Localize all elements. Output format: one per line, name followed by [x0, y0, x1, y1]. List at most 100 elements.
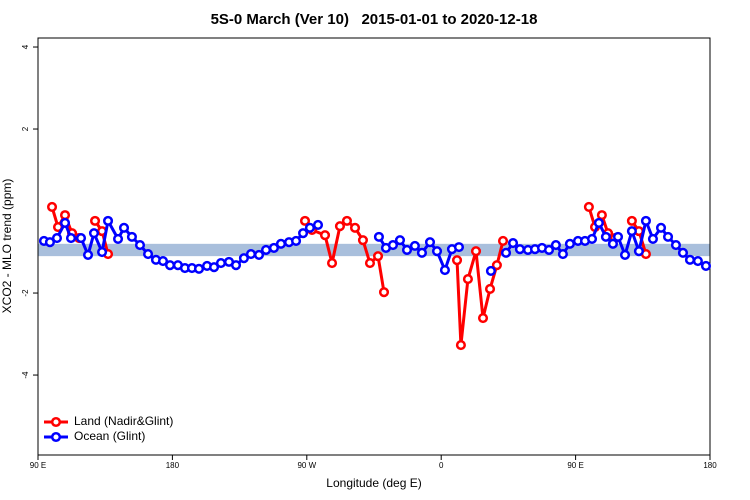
x-tick-label: 180 — [703, 461, 717, 470]
data-point — [640, 215, 651, 226]
data-point — [46, 201, 58, 212]
data-point — [593, 217, 604, 228]
data-point — [373, 231, 384, 242]
series-line — [303, 219, 386, 293]
data-point — [514, 244, 525, 255]
data-point — [157, 256, 169, 267]
data-point — [215, 258, 226, 269]
data-point — [59, 217, 71, 228]
data-point — [550, 240, 561, 251]
data-point — [44, 237, 55, 248]
data-point — [626, 226, 637, 237]
data-point — [626, 215, 637, 226]
data-point — [82, 249, 94, 260]
data-point — [102, 215, 114, 226]
data-point — [431, 246, 443, 257]
y-tick-label: -2 — [21, 289, 30, 297]
plot-frame — [37, 37, 711, 456]
series-line — [455, 240, 505, 347]
data-point — [97, 246, 108, 258]
legend-label: Land (Nadir&Glint) — [74, 414, 173, 428]
x-tick-label: 180 — [166, 461, 180, 470]
data-point — [304, 222, 315, 233]
data-point — [387, 240, 399, 251]
y-tick-label: 4 — [21, 44, 30, 49]
legend-marker — [50, 431, 62, 443]
data-point — [564, 238, 575, 249]
data-point — [59, 210, 71, 221]
data-point — [700, 260, 712, 272]
chart-title: 5S-0 March (Ver 10) 2015-01-01 to 2020-1… — [211, 11, 538, 28]
data-point — [451, 255, 463, 266]
data-point — [118, 222, 130, 233]
data-point — [484, 283, 496, 294]
data-point — [88, 228, 100, 239]
data-point — [455, 340, 466, 351]
data-point — [557, 249, 568, 260]
data-point — [268, 242, 279, 253]
data-point — [357, 235, 368, 246]
data-point — [485, 265, 496, 276]
data-point — [290, 235, 302, 247]
data-point — [424, 237, 436, 248]
data-point — [334, 221, 346, 232]
legend-marker — [50, 416, 62, 428]
data-point — [600, 231, 611, 242]
data-point — [497, 235, 509, 247]
data-point — [326, 258, 338, 269]
data-point — [607, 238, 618, 249]
legend-label: Ocean (Glint) — [74, 429, 145, 443]
data-point — [319, 230, 331, 241]
data-point — [51, 233, 63, 244]
data-point — [409, 240, 420, 251]
data-point — [670, 240, 682, 251]
data-point — [230, 260, 242, 271]
data-point — [507, 237, 519, 249]
data-point — [543, 244, 555, 256]
data-point — [65, 233, 77, 244]
x-axis-label: Longitude (deg E) — [326, 476, 421, 490]
data-point — [416, 247, 427, 258]
x-tick-label: 90 E — [30, 461, 46, 470]
data-point — [477, 313, 489, 324]
data-point — [684, 254, 696, 265]
data-point — [619, 249, 631, 260]
data-point — [89, 215, 101, 226]
data-point — [612, 231, 624, 242]
data-point — [209, 262, 220, 273]
data-point — [143, 249, 154, 260]
data-point — [299, 215, 311, 226]
data-point — [260, 244, 272, 256]
data-point — [677, 247, 689, 258]
data-point — [394, 235, 406, 246]
data-point — [662, 231, 674, 242]
y-tick-label: -4 — [21, 371, 30, 379]
data-point — [238, 253, 249, 264]
data-point — [401, 244, 413, 256]
data-point — [126, 231, 137, 242]
data-point — [134, 240, 146, 251]
data-point — [470, 246, 482, 257]
data-point — [647, 233, 659, 244]
data-point — [596, 210, 607, 221]
data-point — [586, 233, 598, 244]
x-tick-label: 0 — [439, 461, 444, 470]
data-point — [633, 246, 644, 257]
data-point — [112, 233, 124, 244]
data-point — [75, 233, 87, 244]
data-point — [692, 256, 703, 267]
data-point — [453, 242, 465, 253]
data-point — [193, 263, 205, 274]
data-point — [462, 274, 473, 285]
data-point — [583, 201, 594, 212]
data-point — [491, 260, 502, 271]
data-point — [275, 238, 287, 249]
data-point — [245, 249, 256, 260]
data-point — [164, 260, 176, 271]
data-point — [378, 287, 390, 298]
data-point — [341, 215, 353, 226]
data-point — [439, 265, 450, 276]
x-tick-label: 90 W — [297, 461, 316, 470]
data-point — [655, 222, 667, 233]
